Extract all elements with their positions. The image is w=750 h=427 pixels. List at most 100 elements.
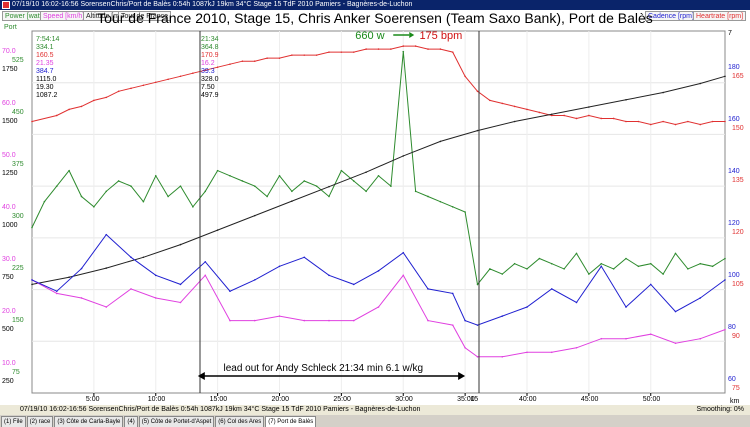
series-point-0: [575, 117, 578, 120]
series-point-3: [377, 306, 380, 308]
tab-cote-de-carla-bayle[interactable]: (3) Côte de Carla-Bayle: [54, 416, 124, 427]
series-point-1: [699, 262, 702, 265]
stat-left-value: 1087.2: [36, 92, 58, 99]
series-point-1: [117, 180, 120, 182]
series-point-1: [526, 268, 528, 270]
tab-col-des-ares[interactable]: (6) Col des Ares: [215, 416, 265, 427]
series-point-0: [390, 48, 392, 50]
tab-port-de-bales[interactable]: (7) Port de Balès: [265, 416, 317, 427]
series-point-0: [612, 117, 615, 120]
selection-markers: [199, 31, 480, 393]
series-point-1: [328, 195, 330, 198]
left-tick-altitude: 250: [2, 378, 14, 385]
series-point-1: [105, 190, 108, 193]
series-point-0: [278, 57, 281, 59]
series-point-3: [328, 319, 330, 322]
series-point-4: [625, 306, 627, 308]
series-point-1: [489, 268, 491, 270]
series-point-4: [464, 319, 466, 322]
series-point-1: [241, 180, 244, 182]
right-tick-cadence: 160: [728, 116, 740, 123]
right-tick-heartrate: 105: [732, 281, 744, 288]
series-point-1: [352, 180, 355, 182]
series-point-4: [352, 283, 355, 286]
left-tick-altitude: 500: [2, 326, 14, 333]
tab-4[interactable]: (4): [124, 416, 138, 427]
right-tick-cadence: 60: [728, 376, 736, 383]
tab-race[interactable]: (2) race: [26, 416, 54, 427]
series-point-0: [130, 87, 132, 90]
series-point-4: [154, 274, 157, 277]
legend-cadence[interactable]: Cadence [rpm]: [645, 11, 697, 21]
x-tick-label: 25:00: [333, 396, 351, 403]
left-tick-power: 225: [12, 265, 24, 272]
series-point-3: [427, 319, 429, 322]
left-tick-power: 150: [12, 317, 24, 324]
series-point-1: [68, 169, 70, 172]
series-point-3: [278, 315, 281, 317]
series-point-3: [724, 328, 726, 331]
right-tick-cadence: 140: [728, 168, 740, 175]
tab-file[interactable]: (1) File: [1, 416, 26, 427]
series-point-0: [724, 120, 726, 123]
right-tick-cadence: 80: [728, 324, 736, 331]
series-point-0: [662, 120, 664, 123]
cursor-stats: 7:54:14334.1160.521.35384.71115.019.3010…: [36, 36, 219, 99]
smoothing-label[interactable]: Smoothing: 0%: [696, 406, 744, 413]
series-point-4: [31, 279, 33, 281]
series-point-1: [451, 206, 454, 208]
left-tick-speed: 50.0: [2, 152, 16, 159]
series-point-1: [501, 273, 504, 275]
series-point-1: [291, 190, 293, 193]
left-tick-power: 525: [12, 57, 24, 64]
legend-speed[interactable]: Speed [km/h]: [40, 11, 88, 21]
series-point-1: [43, 200, 46, 203]
series-point-0: [253, 60, 256, 62]
left-tick-speed: 70.0: [2, 48, 16, 55]
series-point-0: [600, 117, 603, 120]
series-point-3: [464, 346, 466, 349]
series-point-0: [513, 105, 516, 108]
left-tick-power: 375: [12, 161, 24, 168]
stat-right-value: 21:34: [201, 36, 219, 43]
series-point-1: [662, 273, 664, 275]
series-point-1: [167, 195, 169, 198]
series-point-1: [649, 262, 652, 265]
left-axes: 70.0 60.0 50.0 40.0 30.0 20.0 10.0 525 450 375 300…: [2, 48, 24, 385]
x-tick-label: 10:00: [148, 396, 166, 403]
window-titlebar: 07/19/10 16:02-16:56 SorensenChris/Port …: [0, 0, 750, 10]
series-point-3: [550, 351, 553, 354]
status-bar: 07/19/10 16:02-16:56 SorensenChris/Port …: [0, 405, 750, 415]
series-point-1: [588, 273, 590, 275]
x-tick-label: 15:00: [210, 396, 228, 403]
series-line-4: [31, 233, 726, 326]
series-point-0: [550, 114, 553, 117]
series-point-1: [687, 268, 689, 270]
series-point-1: [513, 262, 516, 265]
series-point-4: [377, 270, 380, 272]
stat-left-value: 21.35: [36, 60, 54, 67]
legend-heartrate[interactable]: Heartrate [rpm]: [693, 11, 747, 21]
series-point-4: [278, 265, 281, 268]
x-end-label: '15: [469, 396, 478, 403]
series-point-3: [130, 288, 132, 290]
legend-tour-de-france[interactable]: Tour de France: [118, 11, 172, 21]
series-point-0: [637, 120, 640, 123]
left-tick-speed: 60.0: [2, 100, 16, 107]
series-point-3: [80, 297, 83, 299]
series-point-4: [204, 260, 207, 263]
series-point-0: [625, 120, 627, 123]
left-tick-altitude: 1250: [2, 170, 18, 177]
series-point-0: [674, 123, 677, 126]
series-point-0: [699, 123, 702, 126]
stat-left-value: 1115.0: [36, 76, 56, 83]
x-tick-label: 20:00: [272, 396, 290, 403]
app-icon: [2, 1, 10, 9]
tab-cote-de-portet-daspet[interactable]: (5) Côte de Portet-d'Aspet: [138, 416, 215, 427]
series-point-1: [31, 226, 33, 229]
series-point-0: [352, 51, 355, 53]
chart-area[interactable]: 70.0 60.0 50.0 40.0 30.0 20.0 10.0 525 450 375 300…: [0, 23, 750, 405]
series-layer: [31, 45, 726, 358]
series-point-3: [575, 346, 578, 349]
series-point-3: [451, 324, 454, 326]
